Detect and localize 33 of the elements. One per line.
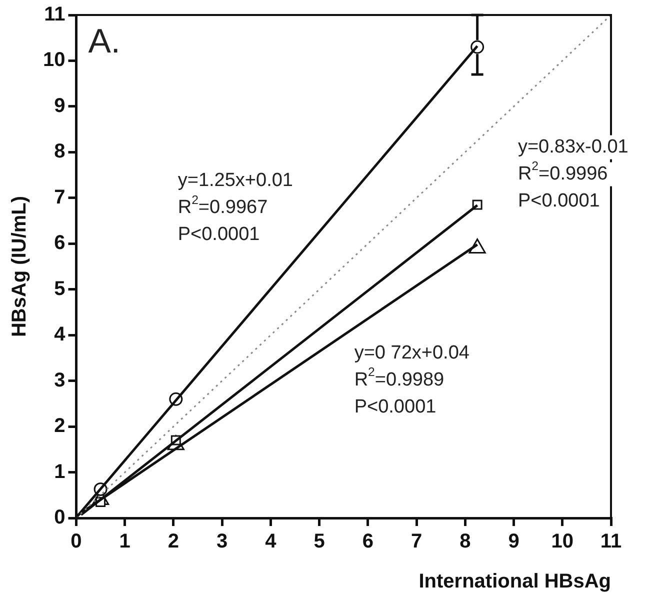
x-tick-label: 10 [551,530,574,553]
annotation: P<0.0001 [354,396,436,418]
x-tick-label: 0 [70,530,82,553]
x-tick-label: 4 [265,530,278,553]
x-tick-label: 9 [508,530,520,553]
x-tick-label: 8 [460,530,471,553]
annotation: P<0.0001 [518,190,600,212]
y-tick-label: 7 [54,186,66,208]
y-tick-label: 0 [54,506,66,529]
annotation: y=0 72x+0.04 [354,342,470,364]
y-tick-label: 1 [54,460,66,483]
y-tick-label: 10 [42,49,66,72]
y-tick-label: 3 [54,369,66,392]
y-axis-title: HBsAg (IU/mL) [8,196,31,338]
y-tick-label: 11 [44,4,66,26]
y-tick-label: 6 [54,232,66,254]
x-tick-label: 6 [362,530,374,553]
y-tick-label: 8 [54,140,66,163]
x-tick-label: 2 [168,530,180,553]
y-tick-label: 9 [54,94,66,117]
annotation: A. [88,22,120,60]
x-tick-label: 11 [600,530,622,553]
annotation: y=0.83x-0.01 [518,136,628,158]
y-tick-label: 2 [54,415,66,438]
x-axis-title: International HBsAg [418,570,611,593]
annotation: P<0.0001 [178,224,260,246]
x-tick-label: 5 [314,530,325,553]
x-tick-label: 3 [216,530,228,553]
annotation: y=1.25x+0.01 [178,170,294,192]
y-tick-label: 4 [54,324,66,346]
x-tick-label: 7 [410,530,422,553]
x-tick-label: 1 [119,530,130,553]
y-tick-label: 5 [54,278,66,300]
